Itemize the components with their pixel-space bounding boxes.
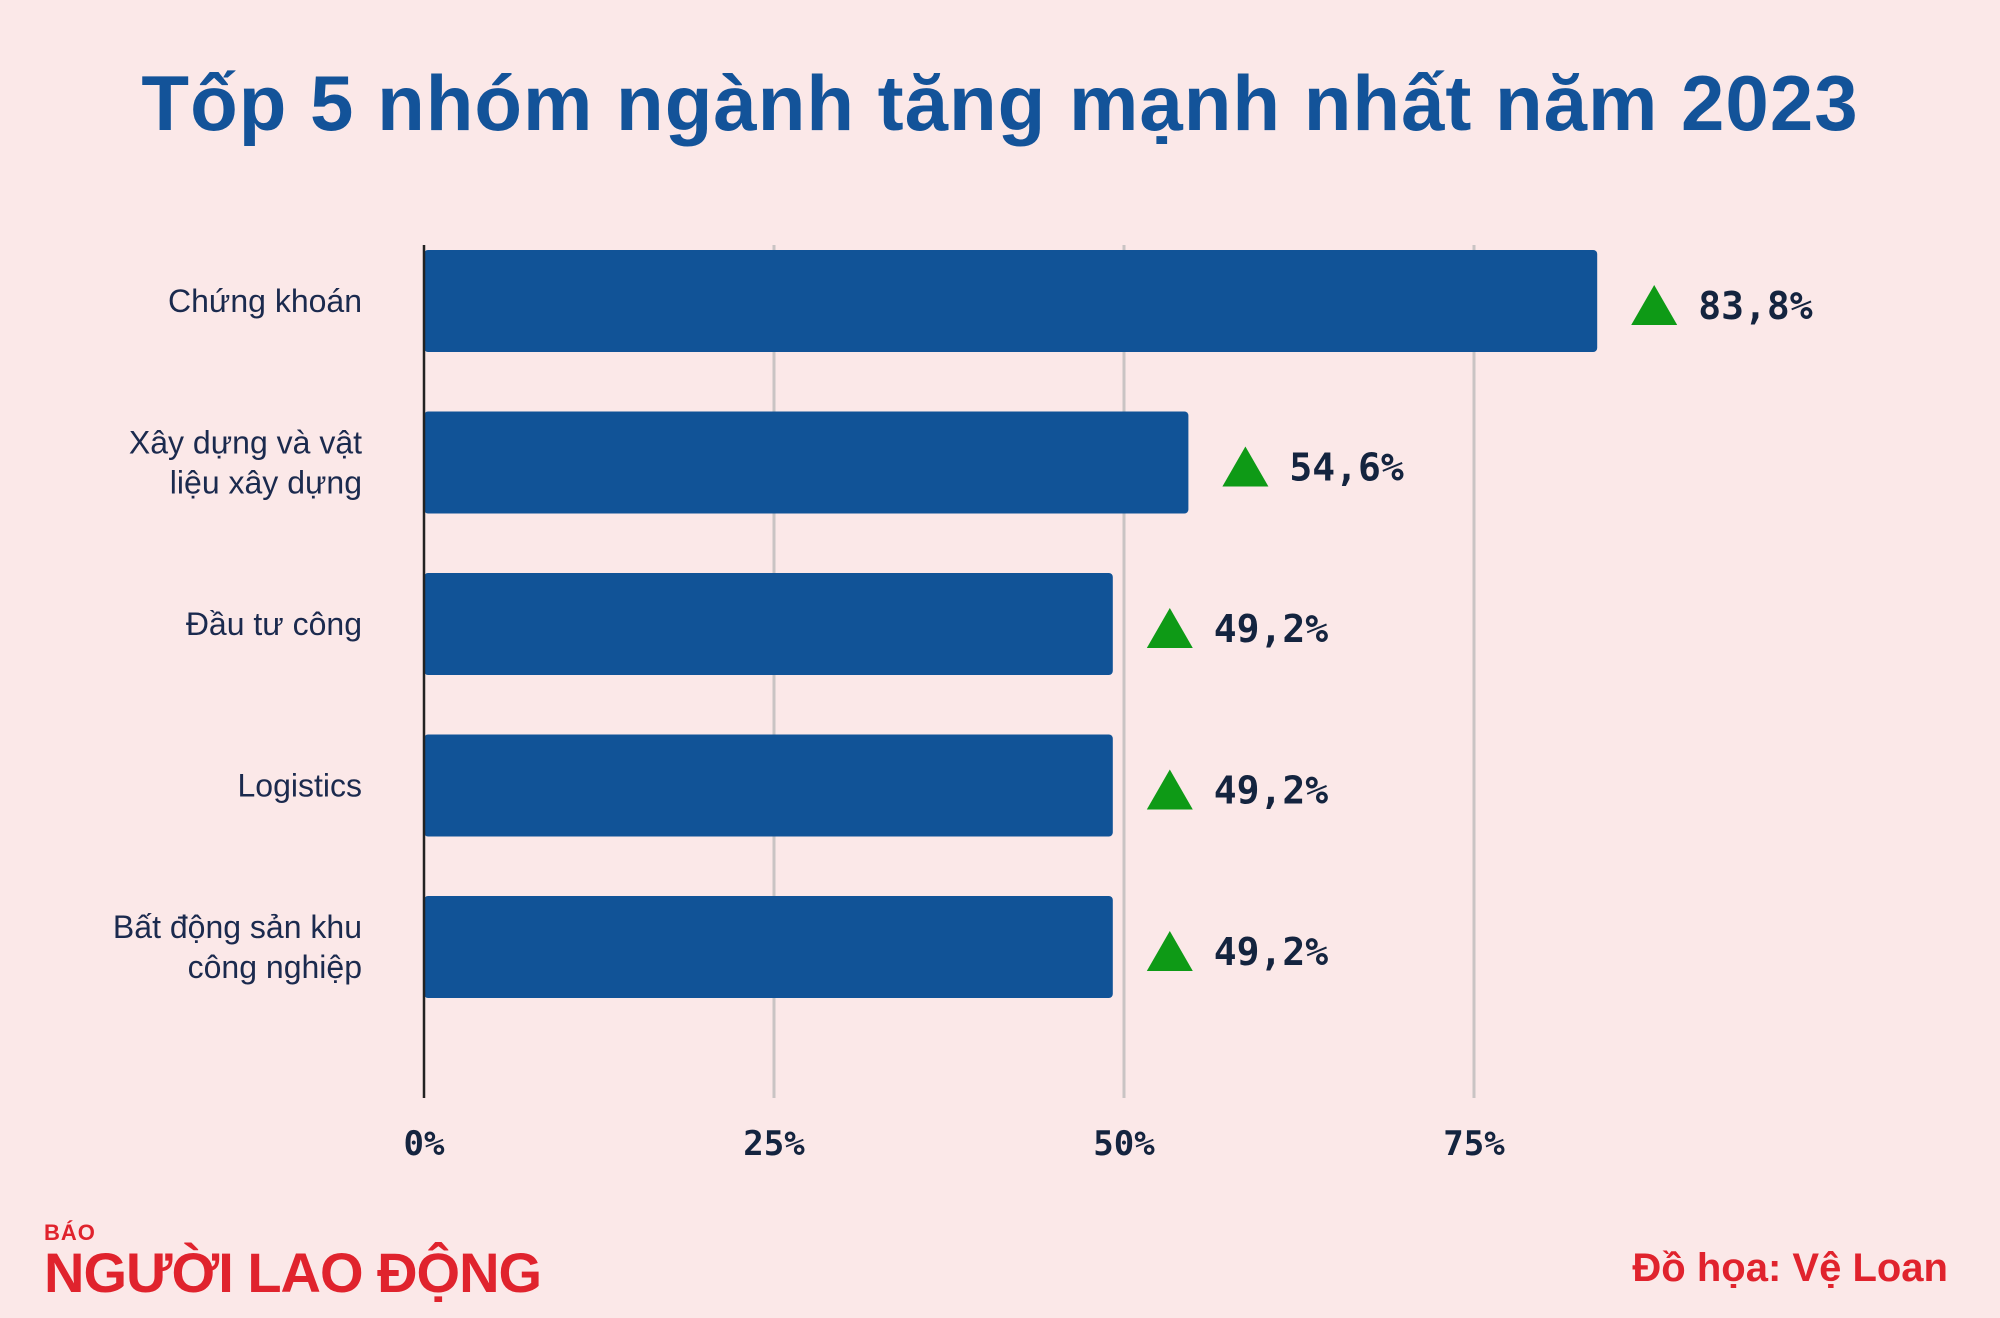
category-label: liệu xây dựng [170, 465, 362, 501]
bar [424, 411, 1189, 514]
up-triangle-icon [1631, 285, 1678, 325]
brand-logo: BÁO NGƯỜI LAO ĐỘNG [44, 1220, 542, 1304]
category-label: công nghiệp [188, 949, 362, 985]
x-tick-label: 25% [743, 1124, 805, 1164]
bar [424, 896, 1113, 998]
bars [424, 250, 1598, 998]
up-triangle-icon [1146, 608, 1193, 648]
x-tick-label: 75% [1443, 1124, 1505, 1164]
category-label: Chứng khoán [168, 283, 362, 319]
category-label: Đầu tư công [186, 606, 362, 642]
bar-chart: 0% 25% 50% 75% Chứng khoán 83,8% Xây dựng và v… [113, 245, 1813, 1164]
x-tick-label: 50% [1093, 1124, 1155, 1164]
value-label: 83,8% [1698, 284, 1813, 328]
bar [424, 573, 1113, 675]
graphic-credit: Đồ họa: Vệ Loan [1632, 1246, 1948, 1290]
up-triangle-icon [1222, 446, 1269, 487]
logo-main-text: NGƯỜI LAO ĐỘNG [44, 1241, 542, 1304]
labels: 0% 25% 50% 75% Chứng khoán 83,8% Xây dựng và v… [113, 283, 1813, 1164]
value-label: 49,2% [1214, 930, 1329, 974]
category-label: Bất động sản khu [113, 909, 362, 945]
up-triangle-icon [1146, 769, 1193, 810]
x-tick-label: 0% [404, 1124, 445, 1164]
up-triangle-icon [1146, 931, 1193, 971]
bar [424, 734, 1113, 837]
chart-title: Tốp 5 nhóm ngành tăng mạnh nhất năm 2023 [141, 59, 1859, 147]
value-label: 54,6% [1289, 446, 1404, 490]
value-label: 49,2% [1214, 769, 1329, 813]
bar [424, 250, 1598, 352]
value-label: 49,2% [1214, 607, 1329, 651]
category-label: Xây dựng và vật [129, 425, 362, 461]
category-label: Logistics [238, 768, 363, 804]
logo-small-text: BÁO [44, 1220, 96, 1245]
